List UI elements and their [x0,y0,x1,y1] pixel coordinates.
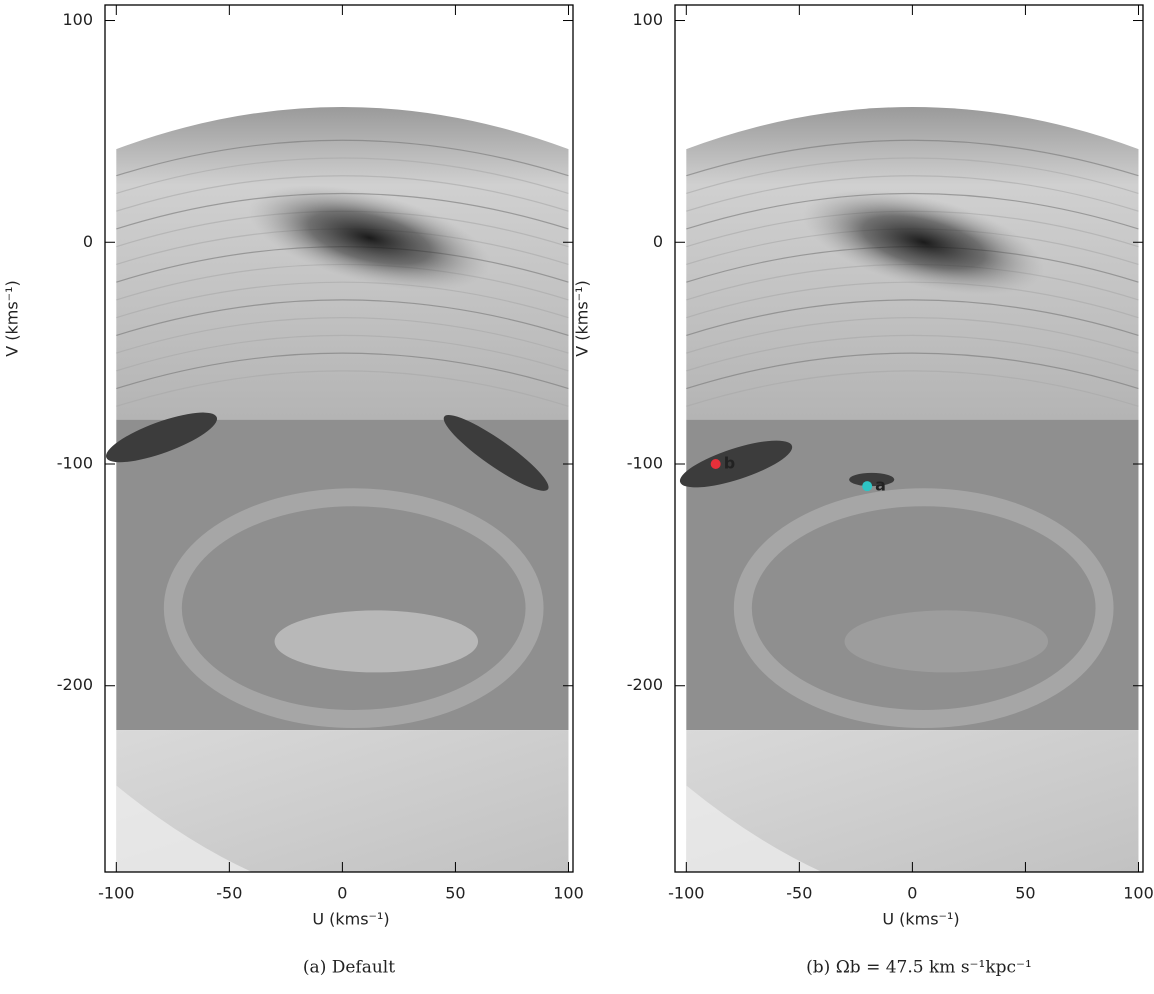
y-tick-label: -200 [627,675,663,694]
dark-streak [849,472,895,487]
band [116,139,569,177]
dark-streak [679,440,793,488]
lower-ring [163,488,544,728]
y-tick-label: -200 [57,675,93,694]
lower-center [844,610,1049,673]
band [116,317,569,354]
plot-frame [674,4,1144,873]
band [116,334,569,372]
dense-core [802,189,1045,295]
band [686,352,1139,390]
band [116,299,569,336]
band [116,352,569,390]
band [116,281,569,319]
point-label: a [875,476,886,495]
band [686,370,1139,407]
y-tick-label: -100 [627,454,663,473]
x-tick-label: 0 [907,884,917,903]
band [686,175,1139,212]
bottom-arc [686,785,822,872]
x-tick-label: 0 [337,884,347,903]
x-tick-label: -50 [786,884,812,903]
x-axis-label: U (kms⁻¹) [882,910,959,929]
caption: (b) Ωb = 47.5 km s⁻¹kpc⁻¹ [806,958,1032,978]
band [116,157,569,195]
x-axis-label: U (kms⁻¹) [312,910,389,929]
band [686,334,1139,372]
x-tick-label: 100 [553,884,584,903]
caption: (a) Default [303,958,395,978]
band [116,370,569,407]
y-tick-label: 0 [653,232,663,251]
x-tick-label: -50 [216,884,242,903]
band [686,157,1139,195]
density-image [679,107,1139,872]
band [116,175,569,212]
x-tick-label: 100 [1123,884,1154,903]
dense-core [248,185,491,291]
point-label: b [724,454,735,473]
y-axis-label: V (kms⁻¹) [3,280,22,357]
y-tick-label: 0 [83,232,93,251]
x-tick-label: -100 [98,884,134,903]
band [686,139,1139,177]
plot-frame [104,4,574,873]
bottom-arc [116,785,252,872]
band [686,299,1139,336]
band [686,192,1139,230]
y-tick-label: 100 [632,10,663,29]
y-axis-label: V (kms⁻¹) [573,280,592,357]
band [686,317,1139,354]
point [862,481,873,492]
density-image [106,107,569,872]
x-tick-label: 50 [445,884,465,903]
y-tick-label: -100 [57,454,93,473]
x-tick-label: -100 [668,884,704,903]
x-tick-label: 50 [1015,884,1035,903]
lower-center [274,610,479,673]
y-tick-label: 100 [62,10,93,29]
lower-ring [733,488,1114,728]
point [710,459,721,469]
dark-streak [443,415,549,491]
dark-streak [106,412,218,463]
